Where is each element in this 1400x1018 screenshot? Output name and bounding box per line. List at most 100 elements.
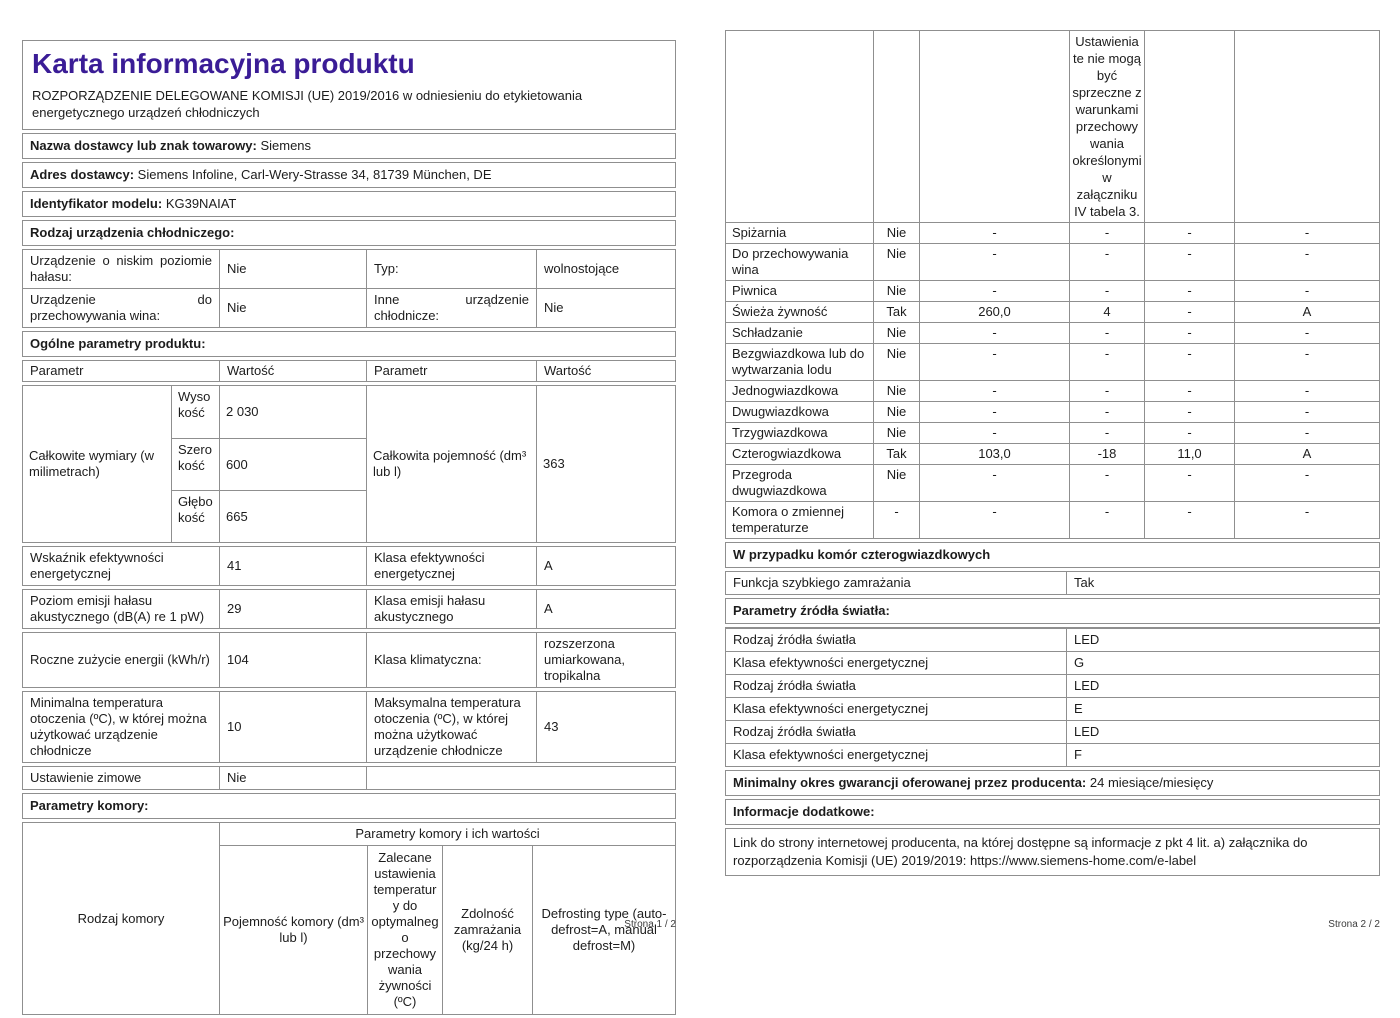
warranty-row: Minimalny okres gwarancji oferowanej prz…	[725, 770, 1380, 796]
chamber-temperature: -	[1069, 423, 1144, 443]
regulation-subtitle: ROZPORZĄDZENIE DELEGOWANE KOMISJI (UE) 2…	[32, 88, 583, 120]
chamber-name: Przegroda dwugwiazdkowa	[732, 467, 827, 498]
supplier-name-label: Nazwa dostawcy lub znak towarowy:	[30, 138, 257, 153]
light-source-row: Rodzaj źródła światła LED	[726, 720, 1379, 743]
chamber-capacity: -	[919, 223, 1069, 243]
light-source-row: Klasa efektywności energetycznej G	[726, 651, 1379, 674]
page-title: Karta informacyjna produktu	[32, 48, 415, 79]
total-capacity-label: Całkowita pojemność (dm³ lub l)	[366, 386, 536, 542]
chamber-freezing-capacity: -	[1144, 381, 1234, 401]
supplier-name-row: Nazwa dostawcy lub znak towarowy: Siemen…	[22, 133, 676, 159]
other-device-label: Inne urządzenie chłodnicze:	[366, 289, 536, 327]
param-label-right: Klasa emisji hałasu akustycznego	[366, 590, 536, 628]
chamber-capacity: -	[919, 423, 1069, 443]
param-value-left: 41	[219, 547, 366, 585]
chamber-row: Spiżarnia Nie - - - -	[726, 222, 1379, 243]
device-type-row-2: Urządzenie do przechowywania wina: Nie I…	[23, 288, 675, 327]
chamber-defrost-type: -	[1234, 502, 1379, 538]
chamber-values-header: Parametry komory i ich wartości Pojemnoś…	[219, 823, 675, 1014]
chamber-name: Schładzanie	[732, 325, 803, 340]
general-param-row: Poziom emisji hałasu akustycznego (dB(A)…	[22, 589, 676, 629]
page-2: Ustawienia te nie mogą być sprzeczne z w…	[725, 30, 1380, 879]
chamber-freezing-capacity: -	[1144, 281, 1234, 301]
chamber-defrost-type: -	[1234, 402, 1379, 422]
type-label: Typ:	[366, 250, 536, 288]
chamber-defrost-type: -	[1234, 423, 1379, 443]
height-value: 2 030	[219, 386, 366, 438]
chamber-freezing-capacity: 11,0	[1144, 444, 1234, 464]
chamber-freezing-capacity: -	[1144, 344, 1234, 380]
chamber-continued-header-row: Ustawienia te nie mogą być sprzeczne z w…	[726, 31, 1379, 222]
supplier-address-value: Siemens Infoline, Carl-Wery-Strasse 34, …	[137, 167, 492, 182]
general-params-rows: Wskaźnik efektywności energetycznej 41 K…	[22, 546, 676, 763]
chamber-present: Nie	[873, 344, 919, 380]
chamber-present: Nie	[873, 402, 919, 422]
type-value: wolnostojące	[536, 250, 675, 288]
supplier-address-label: Adres dostawcy:	[30, 167, 135, 182]
param-value-left: 104	[219, 633, 366, 687]
supplier-address-row: Adres dostawcy: Siemens Infoline, Carl-W…	[22, 162, 676, 188]
param-value-right: 43	[536, 692, 675, 762]
chamber-present: Nie	[873, 244, 919, 280]
page-1: Karta informacyjna produktu ROZPORZĄDZEN…	[22, 40, 676, 1018]
chamber-freezing-capacity: -	[1144, 323, 1234, 343]
model-id-value: KG39NAIAT	[165, 196, 237, 211]
chamber-data-rows: Spiżarnia Nie - - - - Do przechowywania …	[726, 222, 1379, 538]
manufacturer-link-url[interactable]: https://www.siemens-home.com/e-label	[970, 853, 1197, 868]
chamber-temperature: -	[1069, 381, 1144, 401]
width-value: 600	[219, 438, 366, 490]
chamber-present: Nie	[873, 223, 919, 243]
col-header-parametr-2: Parametr	[366, 361, 536, 381]
light-source-label: Klasa efektywności energetycznej	[733, 701, 929, 716]
chamber-temperature: -18	[1069, 444, 1144, 464]
light-source-label: Rodzaj źródła światła	[733, 678, 856, 693]
chamber-present: Nie	[873, 465, 919, 501]
manufacturer-link-row: Link do strony internetowej producenta, …	[725, 828, 1380, 876]
dimensions-label: Całkowite wymiary (w milimetrach)	[29, 448, 154, 479]
chamber-name: Czterogwiazdkowa	[732, 446, 842, 461]
chamber-name: Komora o zmiennej temperaturze	[732, 504, 844, 535]
chamber-capacity: 260,0	[919, 302, 1069, 322]
chamber-defrost-type: -	[1234, 381, 1379, 401]
chamber-header-empty-3	[919, 31, 1069, 222]
chamber-freezing-capacity: -	[1144, 223, 1234, 243]
winter-setting-value: Nie	[219, 767, 366, 789]
chamber-present: Nie	[873, 281, 919, 301]
param-value-left: 29	[219, 590, 366, 628]
chamber-row: Jednogwiazdkowa Nie - - - -	[726, 380, 1379, 401]
chamber-table-continued: Ustawienia te nie mogą być sprzeczne z w…	[725, 30, 1380, 539]
page-2-footer: Strona 2 / 2	[1328, 919, 1380, 930]
chamber-section-header: Parametry komory:	[22, 793, 676, 819]
width-label: Szerokość	[171, 438, 219, 490]
model-id-label: Identyfikator modelu:	[30, 196, 163, 211]
chamber-capacity: -	[919, 402, 1069, 422]
chamber-header-empty-6	[1234, 31, 1379, 222]
title-block: Karta informacyjna produktu ROZPORZĄDZEN…	[22, 40, 676, 130]
warranty-value: 24 miesiące/miesięcy	[1089, 775, 1214, 790]
chamber-temperature: -	[1069, 244, 1144, 280]
param-label-right: Maksymalna temperatura otoczenia (ºC), w…	[366, 692, 536, 762]
chamber-present: Nie	[873, 381, 919, 401]
chamber-freezing-capacity: -	[1144, 423, 1234, 443]
chamber-temperature: -	[1069, 344, 1144, 380]
light-source-value: F	[1066, 744, 1379, 766]
low-noise-label: Urządzenie o niskim poziomie hałasu:	[30, 253, 212, 284]
general-params-section-header: Ogólne parametry produktu:	[22, 331, 676, 357]
params-column-header-row: Parametr Wartość Parametr Wartość	[22, 360, 676, 382]
chamber-name: Jednogwiazdkowa	[732, 383, 839, 398]
chamber-type-column-label: Rodzaj komory	[77, 910, 165, 926]
param-label-left: Poziom emisji hałasu akustycznego (dB(A)…	[30, 593, 205, 624]
chamber-capacity: -	[919, 465, 1069, 501]
temperature-column-header: Zalecane ustawienia temperatury do optym…	[367, 846, 442, 1014]
chamber-capacity: -	[919, 381, 1069, 401]
chamber-row: Do przechowywania wina Nie - - - -	[726, 243, 1379, 280]
chamber-temperature: 4	[1069, 302, 1144, 322]
page-1-footer: Strona 1 / 2	[624, 919, 676, 930]
chamber-defrost-type: -	[1234, 344, 1379, 380]
light-source-value: LED	[1066, 629, 1379, 651]
winter-setting-label: Ustawienie zimowe	[30, 770, 142, 785]
chamber-row: Czterogwiazdkowa Tak 103,0 -18 11,0 A	[726, 443, 1379, 464]
chamber-row: Przegroda dwugwiazdkowa Nie - - - -	[726, 464, 1379, 501]
chamber-row: Piwnica Nie - - - -	[726, 280, 1379, 301]
model-id-row: Identyfikator modelu: KG39NAIAT	[22, 191, 676, 217]
